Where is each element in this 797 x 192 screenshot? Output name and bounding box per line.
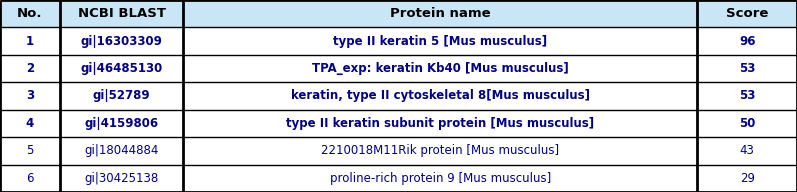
Text: gi|16303309: gi|16303309 bbox=[80, 35, 163, 48]
Text: 2210018M11Rik protein [Mus musculus]: 2210018M11Rik protein [Mus musculus] bbox=[321, 144, 559, 157]
Text: keratin, type II cytoskeletal 8[Mus musculus]: keratin, type II cytoskeletal 8[Mus musc… bbox=[291, 89, 590, 103]
Text: Score: Score bbox=[726, 7, 768, 20]
Text: 96: 96 bbox=[739, 35, 756, 48]
Text: gi|46485130: gi|46485130 bbox=[80, 62, 163, 75]
Text: 1: 1 bbox=[26, 35, 34, 48]
Bar bbox=[0, 110, 797, 137]
Text: 3: 3 bbox=[26, 89, 34, 103]
Text: 29: 29 bbox=[740, 172, 755, 185]
Text: gi|4159806: gi|4159806 bbox=[84, 117, 159, 130]
Text: 6: 6 bbox=[26, 172, 33, 185]
Text: NCBI BLAST: NCBI BLAST bbox=[77, 7, 166, 20]
Text: 4: 4 bbox=[26, 117, 34, 130]
Text: type II keratin 5 [Mus musculus]: type II keratin 5 [Mus musculus] bbox=[333, 35, 548, 48]
Text: 53: 53 bbox=[739, 89, 756, 103]
Bar bbox=[0, 165, 797, 192]
Bar bbox=[0, 27, 797, 55]
Text: 43: 43 bbox=[740, 144, 755, 157]
Text: proline-rich protein 9 [Mus musculus]: proline-rich protein 9 [Mus musculus] bbox=[330, 172, 551, 185]
Bar bbox=[0, 82, 797, 110]
Text: Protein name: Protein name bbox=[390, 7, 491, 20]
Bar bbox=[0, 137, 797, 165]
Text: 53: 53 bbox=[739, 62, 756, 75]
Text: TPA_exp: keratin Kb40 [Mus musculus]: TPA_exp: keratin Kb40 [Mus musculus] bbox=[312, 62, 569, 75]
Text: 5: 5 bbox=[26, 144, 33, 157]
Text: gi|30425138: gi|30425138 bbox=[84, 172, 159, 185]
Text: gi|18044884: gi|18044884 bbox=[84, 144, 159, 157]
Bar bbox=[0, 55, 797, 82]
Text: gi|52789: gi|52789 bbox=[92, 89, 151, 103]
Text: 50: 50 bbox=[739, 117, 756, 130]
Text: 2: 2 bbox=[26, 62, 34, 75]
Text: type II keratin subunit protein [Mus musculus]: type II keratin subunit protein [Mus mus… bbox=[286, 117, 595, 130]
Bar bbox=[0, 0, 797, 27]
Text: No.: No. bbox=[18, 7, 42, 20]
